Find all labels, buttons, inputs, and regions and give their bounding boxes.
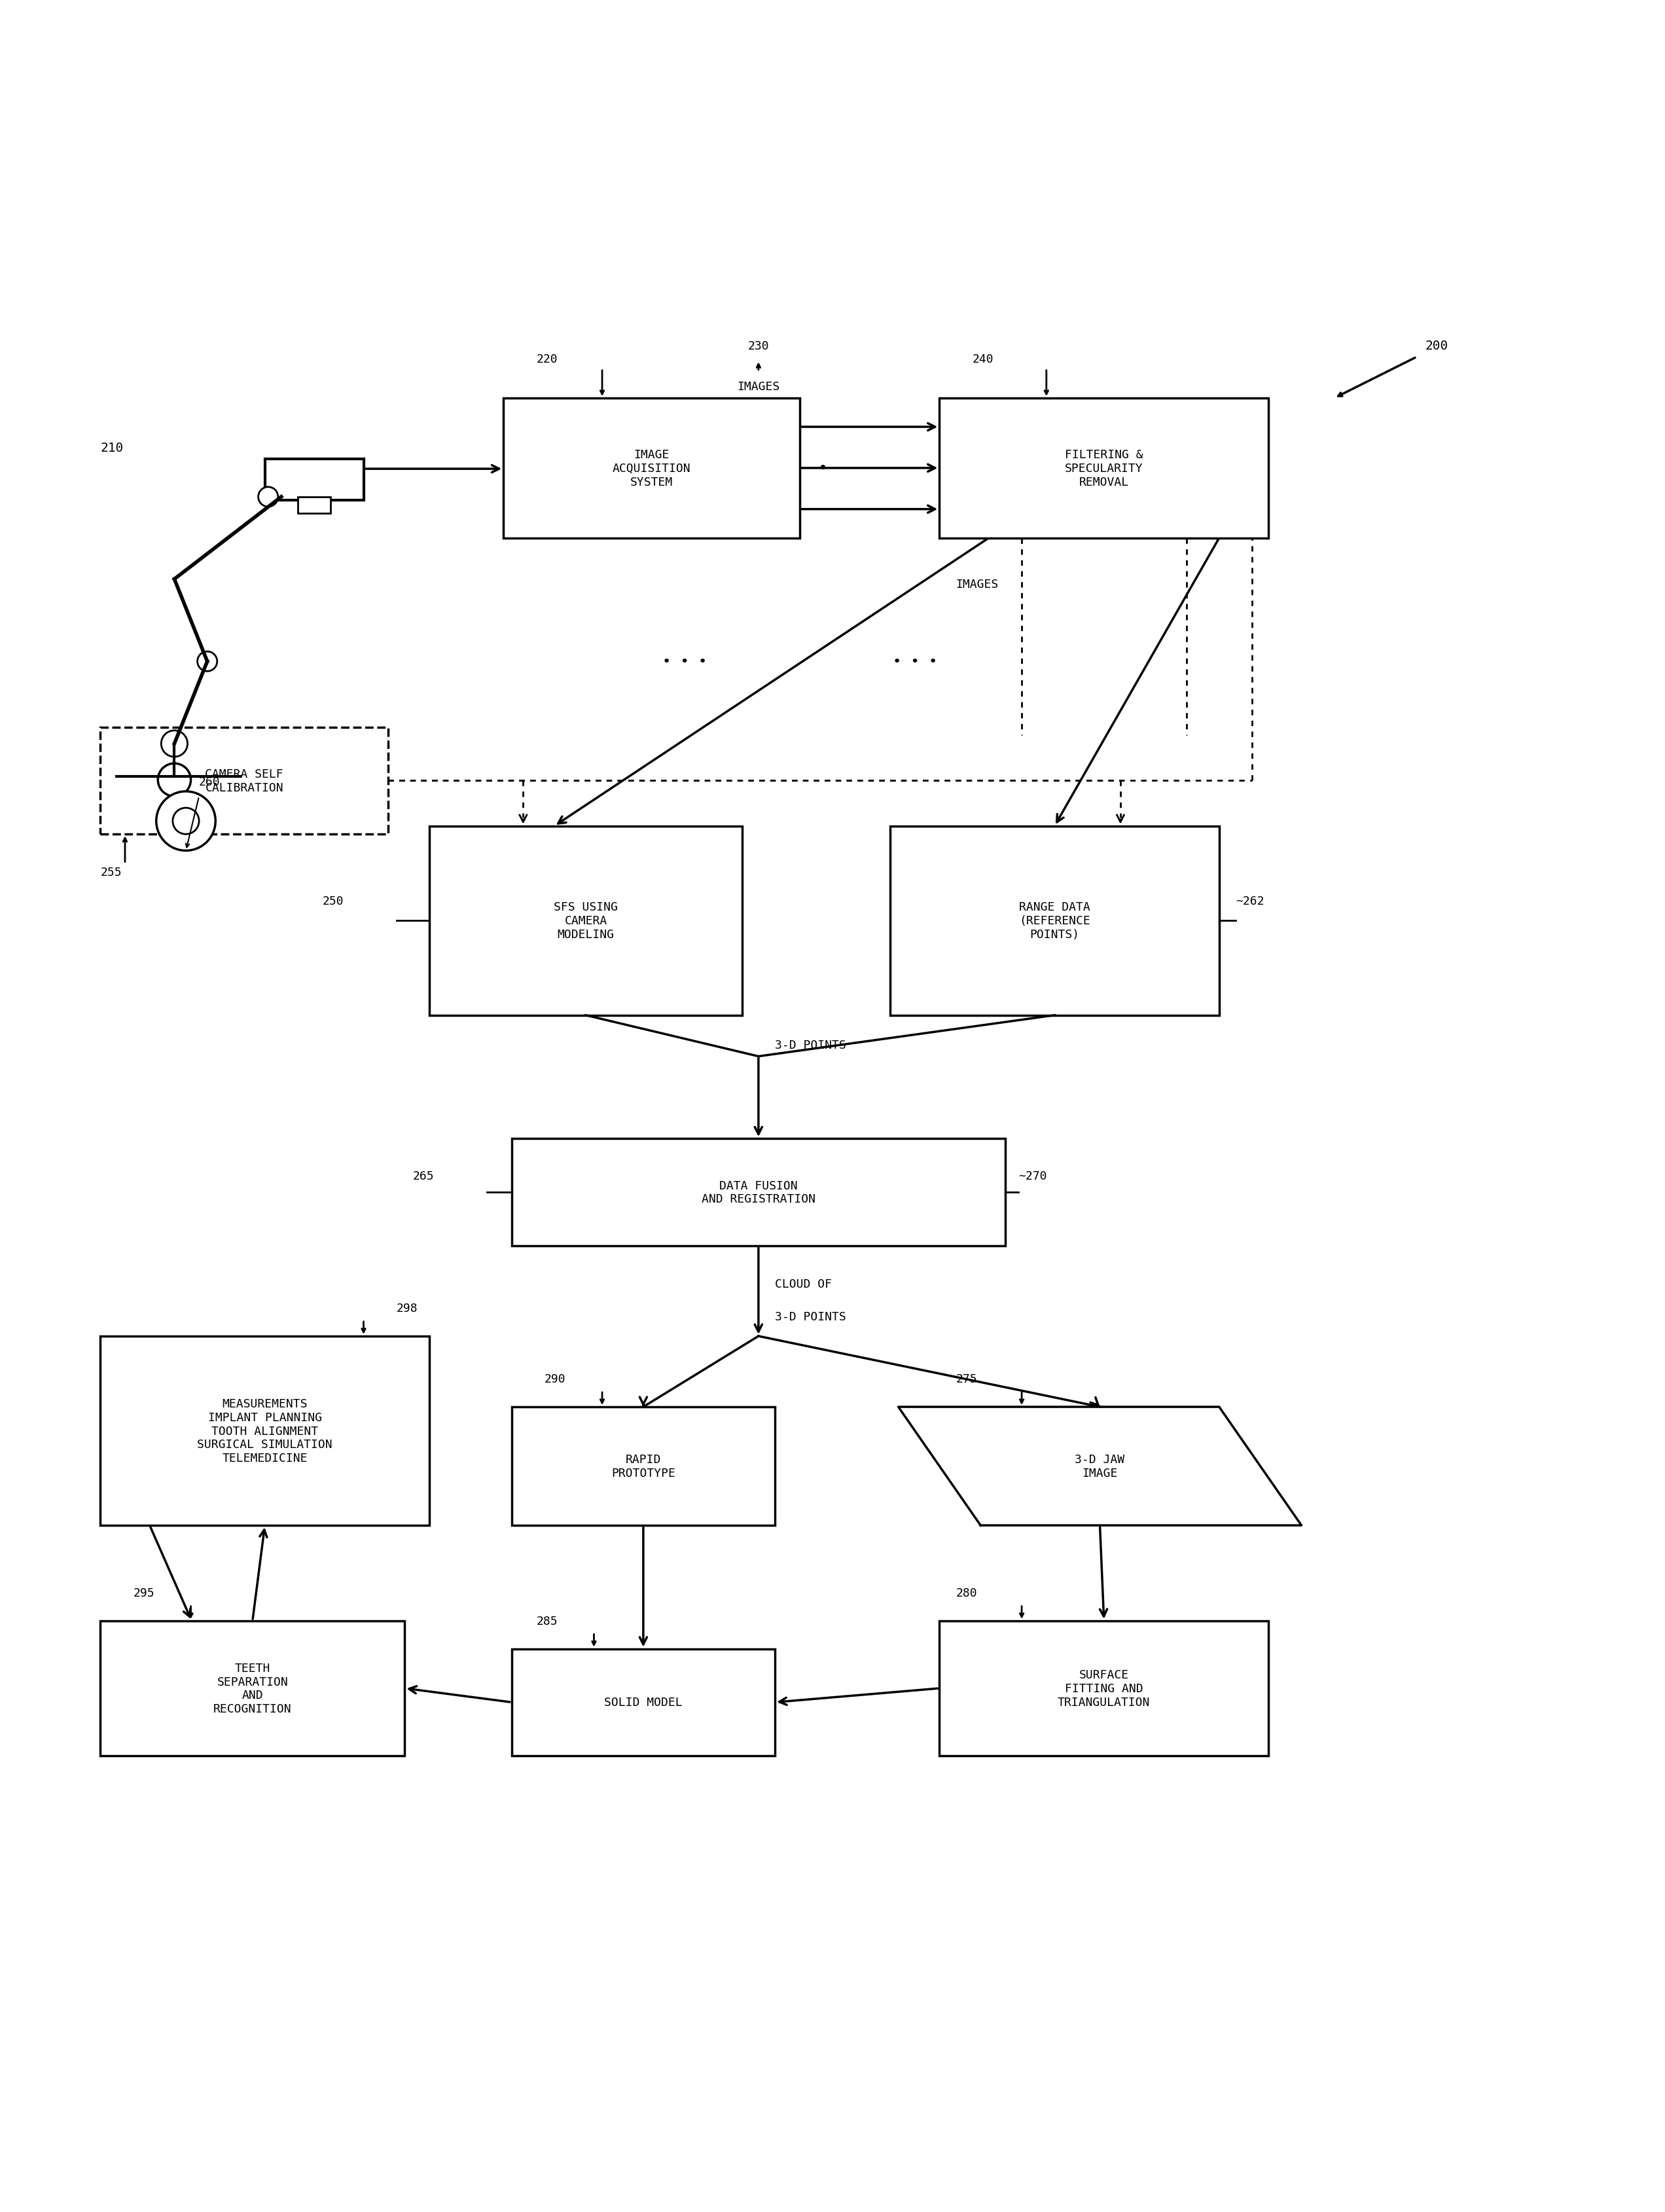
Text: 295: 295	[133, 1588, 155, 1599]
Bar	[939, 1621, 1269, 1756]
Text: IMAGES: IMAGES	[956, 580, 999, 591]
Bar	[430, 827, 743, 1015]
Text: DATA FUSION
AND REGISTRATION: DATA FUSION AND REGISTRATION	[701, 1179, 816, 1206]
Text: SOLID MODEL: SOLID MODEL	[604, 1697, 683, 1708]
Text: 230: 230	[748, 341, 769, 352]
Bar	[511, 1407, 774, 1526]
Text: RAPID
PROTOTYPE: RAPID PROTOTYPE	[611, 1453, 676, 1480]
Bar	[891, 827, 1219, 1015]
Text: ~270: ~270	[1019, 1170, 1047, 1181]
Bar	[511, 1648, 774, 1756]
Text: 210: 210	[100, 442, 123, 453]
Text: •  •  •: • • •	[663, 655, 706, 668]
Text: CLOUD OF: CLOUD OF	[774, 1279, 832, 1290]
Text: TEETH
SEPARATION
AND
RECOGNITION: TEETH SEPARATION AND RECOGNITION	[213, 1661, 291, 1714]
Text: 280: 280	[956, 1588, 977, 1599]
Text: SURFACE
FITTING AND
TRIANGULATION: SURFACE FITTING AND TRIANGULATION	[1057, 1668, 1151, 1708]
Text: •: •	[818, 460, 828, 476]
Text: IMAGES: IMAGES	[738, 380, 779, 394]
Bar	[511, 1139, 1006, 1245]
Circle shape	[162, 730, 188, 757]
Circle shape	[198, 653, 216, 672]
Text: 255: 255	[100, 867, 122, 878]
Bar	[100, 1621, 405, 1756]
Text: ~262: ~262	[1235, 896, 1264, 907]
Text: 265: 265	[413, 1170, 435, 1181]
Text: 220: 220	[536, 354, 558, 365]
Text: 3-D POINTS: 3-D POINTS	[774, 1040, 846, 1051]
Text: MEASUREMENTS
IMPLANT PLANNING
TOOTH ALIGNMENT
SURGICAL SIMULATION
TELEMEDICINE: MEASUREMENTS IMPLANT PLANNING TOOTH ALIG…	[196, 1398, 333, 1464]
Text: RANGE DATA
(REFERENCE
POINTS): RANGE DATA (REFERENCE POINTS)	[1019, 902, 1091, 940]
Text: SFS USING
CAMERA
MODELING: SFS USING CAMERA MODELING	[554, 902, 618, 940]
Text: 298: 298	[396, 1303, 418, 1314]
Text: 260: 260	[200, 776, 220, 787]
Text: 290: 290	[544, 1374, 566, 1385]
Text: •  •  •: • • •	[892, 655, 937, 668]
Bar	[100, 1336, 430, 1526]
Text: FILTERING &
SPECULARITY
REMOVAL: FILTERING & SPECULARITY REMOVAL	[1066, 449, 1144, 489]
Circle shape	[258, 487, 278, 507]
Text: 3-D POINTS: 3-D POINTS	[774, 1312, 846, 1323]
Text: 285: 285	[536, 1615, 558, 1626]
Bar	[265, 460, 363, 500]
Text: 250: 250	[323, 896, 343, 907]
Text: 200: 200	[1425, 338, 1449, 352]
Circle shape	[173, 807, 200, 834]
Bar	[298, 498, 331, 513]
Text: IMAGE
ACQUISITION
SYSTEM: IMAGE ACQUISITION SYSTEM	[613, 449, 691, 489]
Bar	[503, 398, 799, 538]
Text: 275: 275	[956, 1374, 977, 1385]
Text: CAMERA SELF
CALIBRATION: CAMERA SELF CALIBRATION	[205, 768, 283, 794]
Bar	[939, 398, 1269, 538]
Bar	[100, 728, 388, 834]
Text: 3-D JAW
IMAGE: 3-D JAW IMAGE	[1076, 1453, 1126, 1480]
Text: 240: 240	[972, 354, 994, 365]
Circle shape	[157, 792, 215, 852]
Circle shape	[158, 763, 191, 796]
